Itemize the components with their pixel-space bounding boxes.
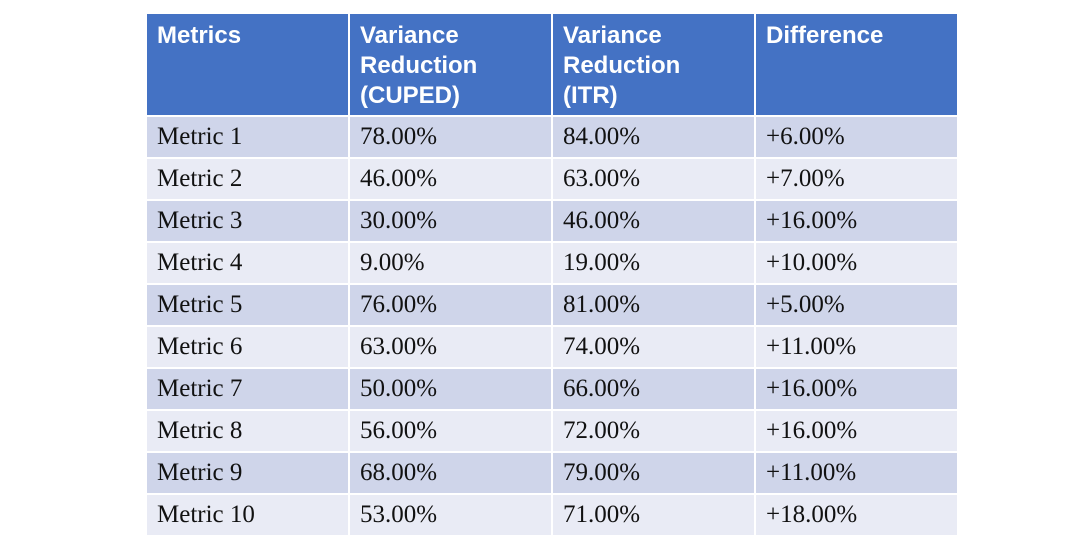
variance-reduction-table-container: Metrics Variance Reduction (CUPED) Varia… xyxy=(145,12,959,537)
cell-metric: Metric 3 xyxy=(145,199,350,243)
cell-cuped: 50.00% xyxy=(348,367,553,411)
cell-itr: 84.00% xyxy=(551,115,756,159)
header-variance-reduction-cuped: Variance Reduction (CUPED) xyxy=(348,12,553,117)
cell-itr: 63.00% xyxy=(551,157,756,201)
cell-difference: +11.00% xyxy=(754,451,959,495)
cell-metric: Metric 2 xyxy=(145,157,350,201)
header-metrics: Metrics xyxy=(145,12,350,117)
variance-reduction-table: Metrics Variance Reduction (CUPED) Varia… xyxy=(145,12,959,537)
cell-metric: Metric 4 xyxy=(145,241,350,285)
cell-metric: Metric 1 xyxy=(145,115,350,159)
cell-metric: Metric 5 xyxy=(145,283,350,327)
cell-difference: +5.00% xyxy=(754,283,959,327)
table-row: Metric 10 53.00% 71.00% +18.00% xyxy=(145,493,959,537)
cell-cuped: 46.00% xyxy=(348,157,553,201)
cell-cuped: 63.00% xyxy=(348,325,553,369)
table-body: Metric 1 78.00% 84.00% +6.00% Metric 2 4… xyxy=(145,115,959,537)
table-row: Metric 8 56.00% 72.00% +16.00% xyxy=(145,409,959,453)
header-row: Metrics Variance Reduction (CUPED) Varia… xyxy=(145,12,959,117)
cell-metric: Metric 8 xyxy=(145,409,350,453)
cell-difference: +6.00% xyxy=(754,115,959,159)
header-difference: Difference xyxy=(754,12,959,117)
cell-cuped: 56.00% xyxy=(348,409,553,453)
cell-metric: Metric 10 xyxy=(145,493,350,537)
cell-itr: 19.00% xyxy=(551,241,756,285)
cell-difference: +16.00% xyxy=(754,367,959,411)
cell-metric: Metric 6 xyxy=(145,325,350,369)
cell-itr: 72.00% xyxy=(551,409,756,453)
cell-cuped: 30.00% xyxy=(348,199,553,243)
cell-metric: Metric 7 xyxy=(145,367,350,411)
table-row: Metric 9 68.00% 79.00% +11.00% xyxy=(145,451,959,495)
cell-itr: 66.00% xyxy=(551,367,756,411)
table-row: Metric 4 9.00% 19.00% +10.00% xyxy=(145,241,959,285)
cell-difference: +18.00% xyxy=(754,493,959,537)
table-row: Metric 3 30.00% 46.00% +16.00% xyxy=(145,199,959,243)
cell-cuped: 76.00% xyxy=(348,283,553,327)
cell-itr: 79.00% xyxy=(551,451,756,495)
table-row: Metric 1 78.00% 84.00% +6.00% xyxy=(145,115,959,159)
cell-cuped: 53.00% xyxy=(348,493,553,537)
table-row: Metric 5 76.00% 81.00% +5.00% xyxy=(145,283,959,327)
cell-itr: 71.00% xyxy=(551,493,756,537)
cell-itr: 74.00% xyxy=(551,325,756,369)
cell-difference: +11.00% xyxy=(754,325,959,369)
cell-difference: +10.00% xyxy=(754,241,959,285)
table-row: Metric 7 50.00% 66.00% +16.00% xyxy=(145,367,959,411)
cell-itr: 81.00% xyxy=(551,283,756,327)
cell-difference: +16.00% xyxy=(754,409,959,453)
table-row: Metric 6 63.00% 74.00% +11.00% xyxy=(145,325,959,369)
table-row: Metric 2 46.00% 63.00% +7.00% xyxy=(145,157,959,201)
cell-itr: 46.00% xyxy=(551,199,756,243)
cell-cuped: 68.00% xyxy=(348,451,553,495)
cell-cuped: 78.00% xyxy=(348,115,553,159)
cell-difference: +16.00% xyxy=(754,199,959,243)
table-header: Metrics Variance Reduction (CUPED) Varia… xyxy=(145,12,959,117)
cell-cuped: 9.00% xyxy=(348,241,553,285)
header-variance-reduction-itr: Variance Reduction (ITR) xyxy=(551,12,756,117)
cell-difference: +7.00% xyxy=(754,157,959,201)
cell-metric: Metric 9 xyxy=(145,451,350,495)
